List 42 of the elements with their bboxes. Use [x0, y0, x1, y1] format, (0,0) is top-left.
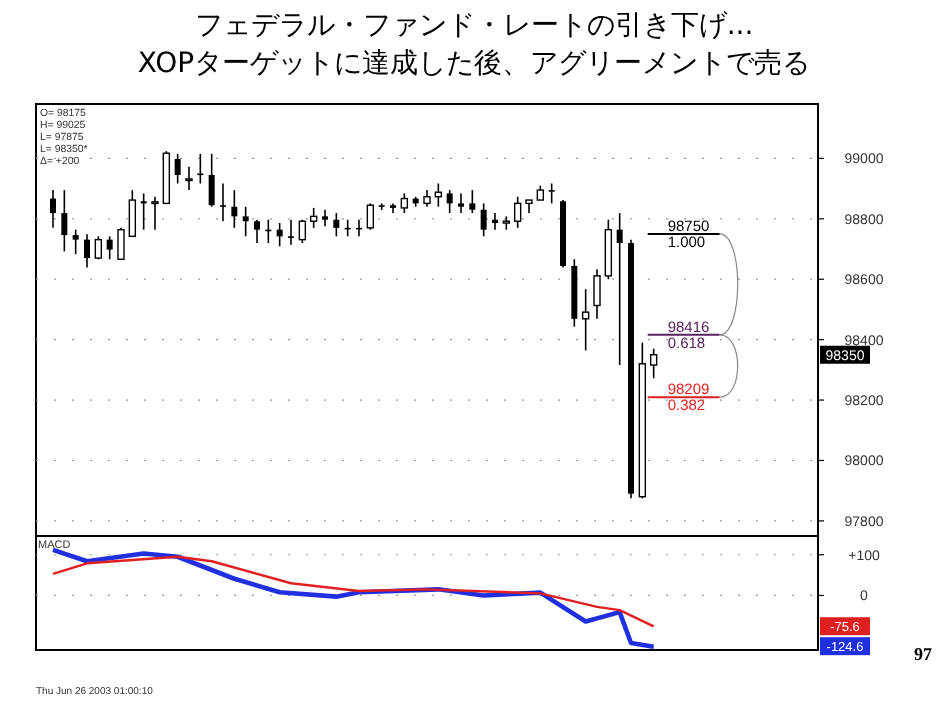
candlestick	[61, 189, 68, 253]
candlestick	[298, 218, 307, 244]
candlestick	[366, 202, 375, 231]
candlestick	[197, 153, 204, 185]
candlestick	[446, 189, 453, 214]
candlestick	[84, 233, 90, 269]
candlestick	[649, 347, 658, 380]
candlestick	[390, 202, 396, 214]
candlestick	[151, 195, 159, 231]
candlestick	[616, 212, 623, 366]
candlestick	[185, 166, 193, 191]
candlestick	[604, 218, 613, 281]
candlestick	[128, 189, 137, 238]
candlestick	[333, 212, 340, 238]
candlestick	[469, 189, 476, 214]
candlestick	[309, 207, 318, 229]
candlestick	[231, 189, 238, 229]
candlestick	[458, 192, 464, 214]
candlestick	[254, 218, 260, 244]
chart-title: フェデラル・ファンド・レートの引き下げ...	[194, 10, 754, 42]
candlestick	[140, 192, 147, 231]
candlestick	[242, 205, 249, 238]
candlestick	[593, 268, 601, 320]
candlestick	[50, 189, 56, 229]
candlestick	[276, 222, 283, 248]
candlestick	[220, 182, 226, 223]
candlestick	[106, 235, 113, 261]
candlestick	[548, 182, 555, 205]
chart-subtitle: XOPターゲットに達成した後、アグリーメントで売る	[137, 48, 811, 80]
candlestick	[72, 228, 79, 255]
candlestick	[480, 202, 487, 238]
candlestick	[174, 153, 181, 185]
candlestick	[581, 288, 590, 352]
candlestick	[288, 218, 294, 246]
line-series	[51, 555, 655, 628]
line-series	[50, 547, 656, 650]
candlestick	[117, 227, 125, 261]
candlestick	[492, 212, 498, 231]
candlestick	[208, 153, 215, 208]
text: 97	[914, 644, 933, 664]
candlestick	[513, 195, 522, 229]
candlestick	[400, 192, 409, 214]
